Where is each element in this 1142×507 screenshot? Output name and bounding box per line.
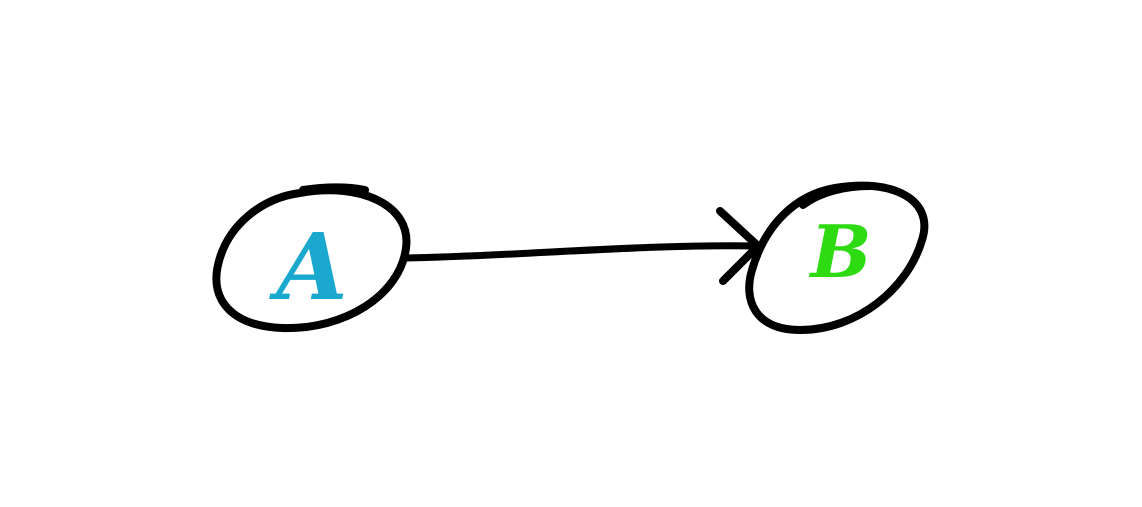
node-b-ellipse (745, 181, 929, 334)
arrowhead-icon (716, 207, 762, 285)
edge-a-to-b[interactable] (402, 207, 762, 285)
node-b[interactable]: B (745, 181, 929, 334)
node-a-ellipse (212, 183, 411, 333)
node-b-label: B (809, 209, 872, 294)
node-a[interactable]: A (212, 183, 411, 333)
edge-line (402, 242, 762, 262)
node-a-label: A (268, 213, 347, 321)
